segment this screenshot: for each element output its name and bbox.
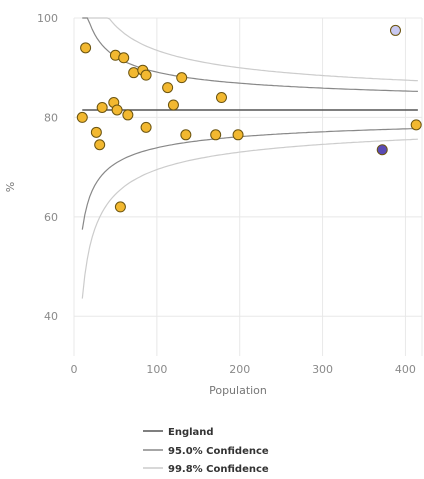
data-point-similar[interactable] [140, 69, 152, 81]
data-point-similar[interactable] [90, 126, 102, 138]
data-point-similar[interactable] [215, 92, 227, 104]
x-tick-label: 400 [395, 363, 416, 376]
data-point-similar[interactable] [118, 52, 130, 64]
data-points [76, 24, 422, 213]
data-point-similar[interactable] [140, 121, 152, 133]
x-tick-label: 0 [71, 363, 78, 376]
x-axis-ticks: 0 100 200 300 400 [71, 363, 416, 376]
y-axis-ticks: 100 80 60 40 [37, 12, 58, 323]
x-axis-title: Population [209, 384, 267, 397]
data-point-similar[interactable] [94, 139, 106, 151]
legend-label-england: England [168, 427, 214, 438]
x-tick-label: 200 [229, 363, 250, 376]
data-point-similar[interactable] [111, 104, 123, 116]
data-point-similar[interactable] [114, 201, 126, 213]
legend-item-ci95[interactable]: 95.0% Confidence [143, 446, 269, 457]
y-tick-label: 100 [37, 12, 58, 25]
data-point-similar[interactable] [96, 101, 108, 113]
data-point-similar[interactable] [122, 109, 134, 121]
ci998-lower-line [81, 138, 418, 299]
data-point-similar[interactable] [410, 119, 422, 131]
grid [73, 17, 423, 356]
legend-label-ci95: 95.0% Confidence [168, 446, 269, 457]
legend-label-ci998: 99.8% Confidence [168, 464, 269, 475]
data-point-similar[interactable] [167, 99, 179, 111]
y-tick-label: 60 [44, 211, 58, 224]
ci95-upper-line [82, 17, 418, 92]
data-point-similar[interactable] [180, 129, 192, 141]
data-point-lower[interactable] [376, 144, 388, 156]
legend-item-england[interactable]: England [143, 427, 214, 438]
data-point-similar[interactable] [128, 67, 140, 79]
y-axis-title: % [4, 182, 17, 192]
data-point-higher[interactable] [389, 24, 401, 36]
data-point-similar[interactable] [80, 42, 92, 54]
y-tick-label: 40 [44, 310, 58, 323]
y-tick-label: 80 [44, 111, 58, 124]
legend: England 95.0% Confidence 99.8% Confidenc… [143, 427, 269, 475]
data-point-similar[interactable] [210, 129, 222, 141]
ci998-upper-line [82, 17, 418, 82]
ci95-lower-line [81, 127, 418, 230]
legend-item-ci998[interactable]: 99.8% Confidence [143, 464, 269, 475]
data-point-similar[interactable] [232, 129, 244, 141]
funnel-lines [81, 17, 418, 299]
data-point-similar[interactable] [162, 82, 174, 94]
x-tick-label: 300 [312, 363, 333, 376]
data-point-similar[interactable] [176, 72, 188, 84]
data-point-similar[interactable] [76, 111, 88, 123]
x-tick-label: 100 [146, 363, 167, 376]
